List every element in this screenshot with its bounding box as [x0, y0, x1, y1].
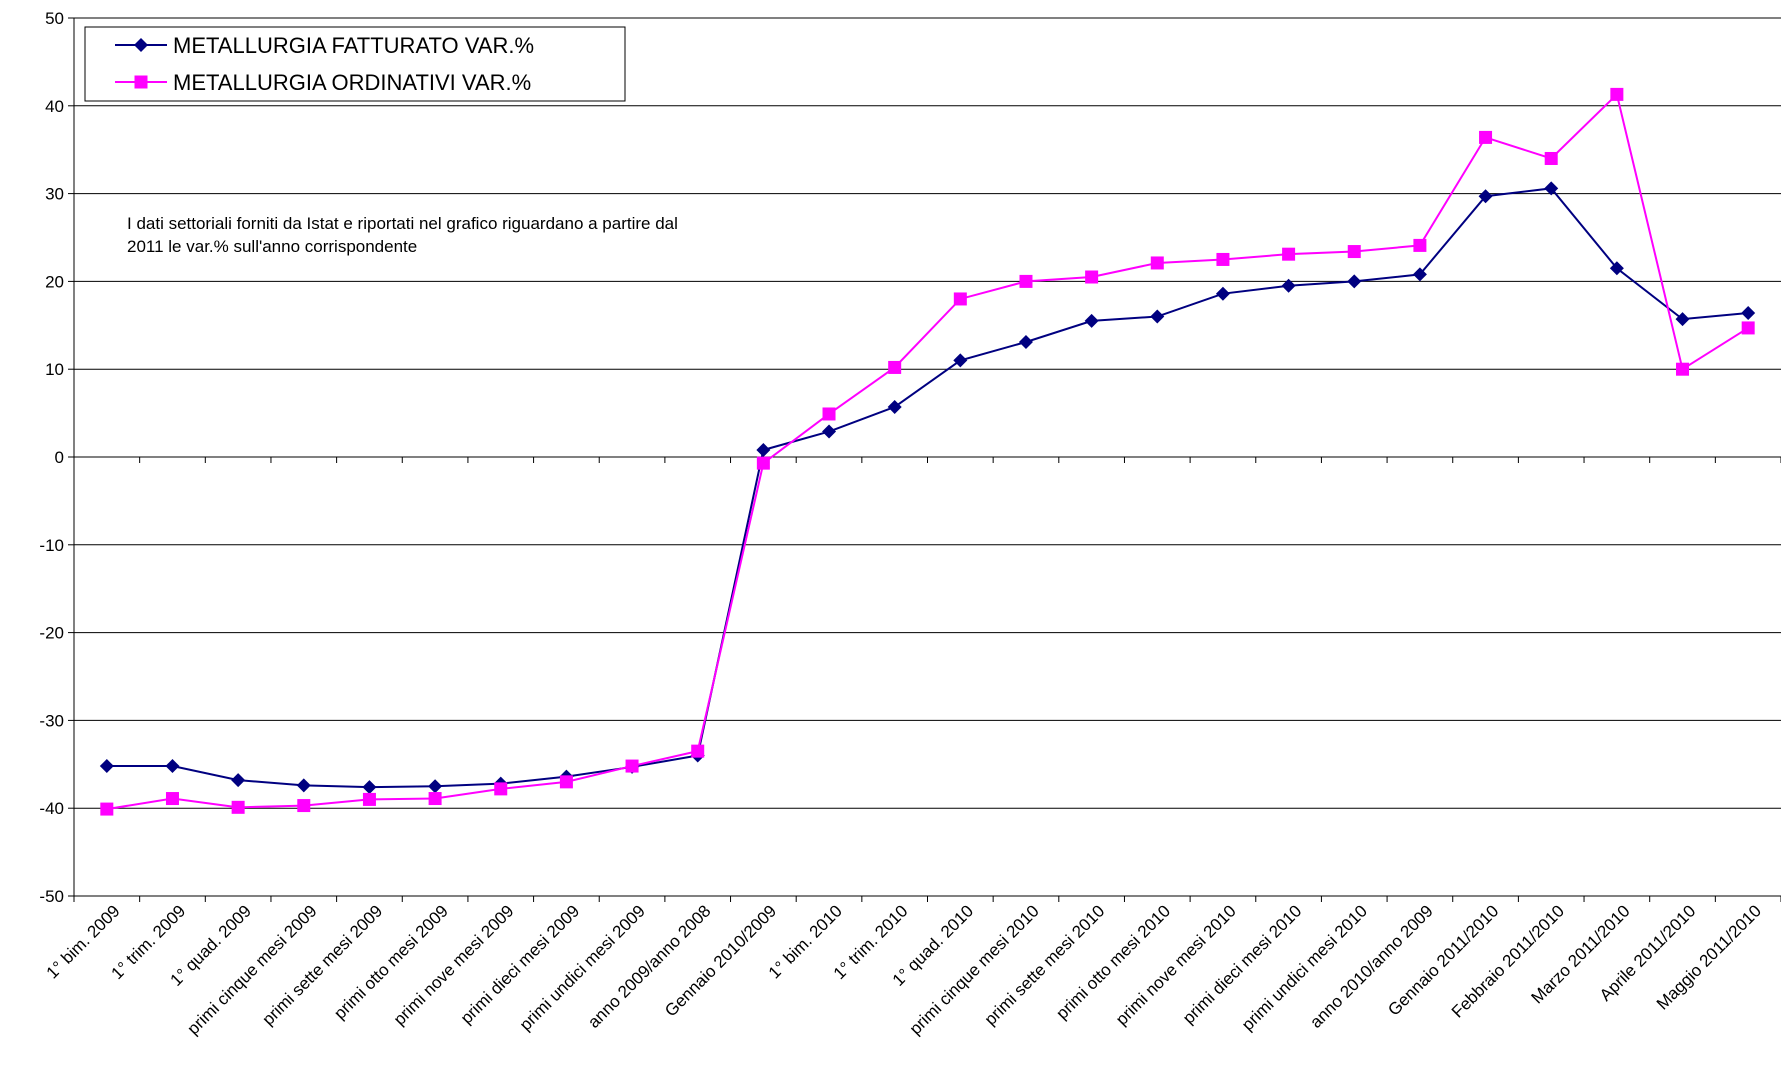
y-tick-label: -50	[39, 887, 64, 906]
data-point-diamond	[1741, 306, 1756, 321]
y-tick-label: -30	[39, 711, 64, 730]
x-tick-label: primi otto mesi 2010	[1052, 901, 1174, 1023]
data-point-diamond	[1609, 261, 1624, 276]
x-tick-label: primi cinque mesi 2010	[906, 901, 1043, 1038]
data-point-diamond	[1675, 312, 1690, 327]
data-point-square	[822, 407, 836, 421]
data-point-square	[165, 792, 179, 806]
y-tick-label: 10	[45, 360, 64, 379]
legend-box	[84, 26, 626, 102]
data-point-diamond	[231, 773, 246, 788]
legend-marker-diamond	[134, 38, 148, 52]
x-tick-label: primi sette mesi 2009	[259, 901, 387, 1029]
legend-marker-square	[134, 75, 148, 89]
x-tick-label: primi dieci mesi 2010	[1179, 901, 1305, 1027]
data-point-diamond	[822, 424, 837, 439]
data-point-square	[1347, 245, 1361, 259]
data-point-square	[1676, 362, 1690, 376]
y-tick-label: -10	[39, 536, 64, 555]
data-point-square	[1413, 238, 1427, 252]
x-tick-label: Gennaio 2010/2009	[661, 901, 780, 1020]
data-point-square	[428, 792, 442, 806]
data-point-square	[1479, 130, 1493, 144]
data-point-square	[1282, 247, 1296, 261]
data-point-diamond	[887, 399, 902, 414]
data-point-square	[559, 775, 573, 789]
y-tick-label: 0	[55, 448, 64, 467]
data-point-square	[1150, 256, 1164, 270]
data-point-diamond	[1281, 278, 1296, 293]
series-line-0	[106, 187, 1749, 789]
y-tick-label: -20	[39, 624, 64, 643]
legend-label-0: METALLURGIA FATTURATO VAR.%	[173, 33, 534, 58]
data-point-diamond	[296, 778, 311, 793]
x-tick-label: primi cinque mesi 2009	[184, 901, 321, 1038]
data-point-diamond	[362, 780, 377, 795]
x-tick-label: anno 2010/anno 2009	[1306, 901, 1436, 1031]
data-point-diamond	[1478, 189, 1493, 204]
data-point-square	[953, 292, 967, 306]
data-point-diamond	[953, 353, 968, 368]
y-tick-label: 30	[45, 185, 64, 204]
data-point-square	[1085, 270, 1099, 284]
data-point-diamond	[1215, 286, 1230, 301]
data-point-square	[1610, 87, 1624, 101]
data-point-square	[691, 744, 705, 758]
data-point-square	[231, 800, 245, 814]
data-point-diamond	[756, 442, 771, 457]
data-point-square	[1019, 274, 1033, 288]
legend: METALLURGIA FATTURATO VAR.% METALLURGIA O…	[84, 26, 626, 102]
y-tick-label: 40	[45, 97, 64, 116]
data-point-diamond	[99, 759, 114, 774]
data-point-square	[756, 456, 770, 470]
data-point-diamond	[1347, 274, 1362, 289]
data-point-diamond	[1544, 181, 1559, 196]
data-point-square	[494, 782, 508, 796]
data-point-diamond	[1018, 334, 1033, 349]
chart-annotation: I dati settoriali forniti da Istat e rip…	[127, 214, 678, 256]
x-tick-label: primi sette mesi 2010	[981, 901, 1109, 1029]
grid-lines	[74, 17, 1781, 809]
x-tick-label: primi dieci mesi 2009	[457, 901, 583, 1027]
x-tick-label: primi nove mesi 2010	[1112, 901, 1240, 1029]
x-tick-label: primi otto mesi 2009	[330, 901, 452, 1023]
legend-label-1: METALLURGIA ORDINATIVI VAR.%	[173, 70, 531, 95]
data-point-diamond	[1412, 267, 1427, 282]
data-point-diamond	[165, 759, 180, 774]
data-point-diamond	[1150, 309, 1165, 324]
x-tick-label: Gennaio 2011/2010	[1384, 901, 1502, 1019]
y-tick-label: 20	[45, 272, 64, 291]
data-point-square	[1544, 151, 1558, 165]
x-tick-label: primi nove mesi 2009	[390, 901, 518, 1029]
data-point-square	[888, 360, 902, 374]
data-point-square	[362, 792, 376, 806]
data-point-square	[100, 802, 114, 816]
data-point-square	[1741, 321, 1755, 335]
data-point-square	[1216, 252, 1230, 266]
data-point-square	[625, 759, 639, 773]
y-tick-label: -40	[39, 799, 64, 818]
x-tick-label: Febbraio 2011/2010	[1448, 901, 1568, 1021]
x-tick-label: primi undici mesi 2010	[1238, 901, 1371, 1034]
data-point-diamond	[1084, 313, 1099, 328]
y-tick-label: 50	[45, 9, 64, 28]
x-tick-label: anno 2009/anno 2008	[584, 901, 714, 1031]
x-tick-label: primi undici mesi 2009	[516, 901, 649, 1034]
series-layer	[99, 87, 1756, 816]
data-point-diamond	[428, 779, 443, 794]
series-line-1	[106, 92, 1749, 811]
data-point-square	[297, 799, 311, 813]
